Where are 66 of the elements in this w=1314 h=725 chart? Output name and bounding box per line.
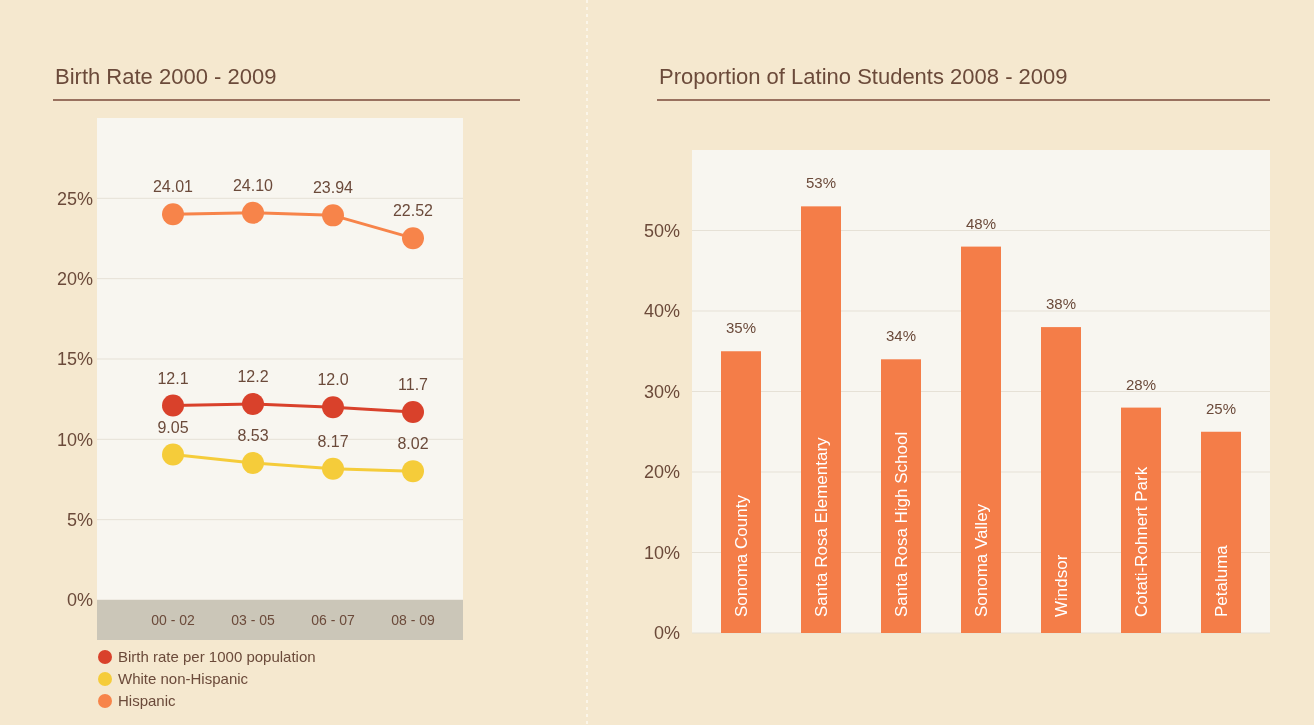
data-label: 12.2	[237, 367, 269, 385]
data-label: 38%	[1045, 295, 1077, 313]
data-label: 8.17	[317, 432, 349, 450]
bar	[1121, 407, 1161, 633]
data-label: 9.05	[157, 418, 189, 436]
data-label: 22.52	[392, 202, 434, 220]
data-label: 23.94	[312, 179, 354, 197]
point	[322, 457, 344, 480]
data-label: 34%	[885, 327, 917, 345]
point	[162, 203, 184, 226]
legend-label: Hispanic	[118, 692, 177, 710]
point	[402, 460, 424, 483]
point	[402, 227, 424, 250]
bar	[961, 246, 1001, 633]
bar	[801, 206, 841, 633]
data-label: 53%	[805, 174, 837, 192]
x-tick-label: 03 - 05	[231, 611, 275, 628]
x-tick-label: Cotati-Rohnert Park	[1131, 466, 1151, 617]
legend-label: White non-Hispanic	[118, 670, 249, 688]
y-tick-label: 50%	[643, 220, 680, 241]
point	[242, 451, 264, 474]
data-label: 35%	[725, 319, 757, 337]
y-tick-label: 15%	[56, 349, 93, 370]
point	[322, 204, 344, 227]
data-label: 28%	[1125, 375, 1157, 393]
y-tick-label: 5%	[66, 509, 93, 530]
legend-label: Birth rate per 1000 population	[118, 648, 316, 666]
y-tick-label: 10%	[56, 429, 93, 450]
bar	[1041, 327, 1081, 633]
chart-title: Proportion of Latino Students 2008 - 2009	[659, 64, 1068, 89]
point	[162, 394, 184, 417]
data-label: 11.7	[398, 376, 429, 394]
point	[402, 401, 424, 424]
y-tick-label: 20%	[56, 268, 93, 289]
y-tick-label: 0%	[66, 590, 93, 611]
x-tick-label: Santa Rosa High School	[891, 431, 911, 617]
y-tick-label: 20%	[643, 462, 680, 483]
data-label: 12.0	[317, 371, 349, 389]
y-tick-label: 10%	[643, 542, 680, 563]
data-label: 8.02	[397, 435, 429, 453]
x-tick-label: Sonoma Valley	[971, 503, 991, 617]
data-label: 12.1	[157, 369, 189, 387]
data-label: 8.53	[237, 426, 269, 444]
x-tick-label: 06 - 07	[311, 611, 355, 628]
x-tick-label: Windsor	[1051, 554, 1071, 617]
point	[322, 396, 344, 419]
chart-title: Birth Rate 2000 - 2009	[55, 64, 277, 89]
data-label: 48%	[965, 214, 997, 232]
data-label: 25%	[1205, 399, 1237, 417]
bar	[721, 351, 761, 633]
x-tick-label: 00 - 02	[151, 611, 195, 628]
x-tick-label: Santa Rosa Elementary	[811, 436, 831, 617]
point	[162, 443, 184, 466]
bar	[881, 359, 921, 633]
x-tick-label: Sonoma County	[731, 494, 751, 617]
point	[242, 392, 264, 415]
y-tick-label: 30%	[643, 381, 680, 402]
point	[242, 201, 264, 224]
data-label: 24.01	[152, 178, 194, 196]
bar	[1201, 431, 1241, 633]
y-tick-label: 40%	[643, 301, 680, 322]
y-tick-label: 25%	[56, 188, 93, 209]
data-label: 24.10	[232, 176, 274, 194]
y-tick-label: 0%	[653, 623, 680, 644]
x-tick-label: Petaluma	[1211, 544, 1231, 617]
x-tick-label: 08 - 09	[391, 611, 435, 628]
